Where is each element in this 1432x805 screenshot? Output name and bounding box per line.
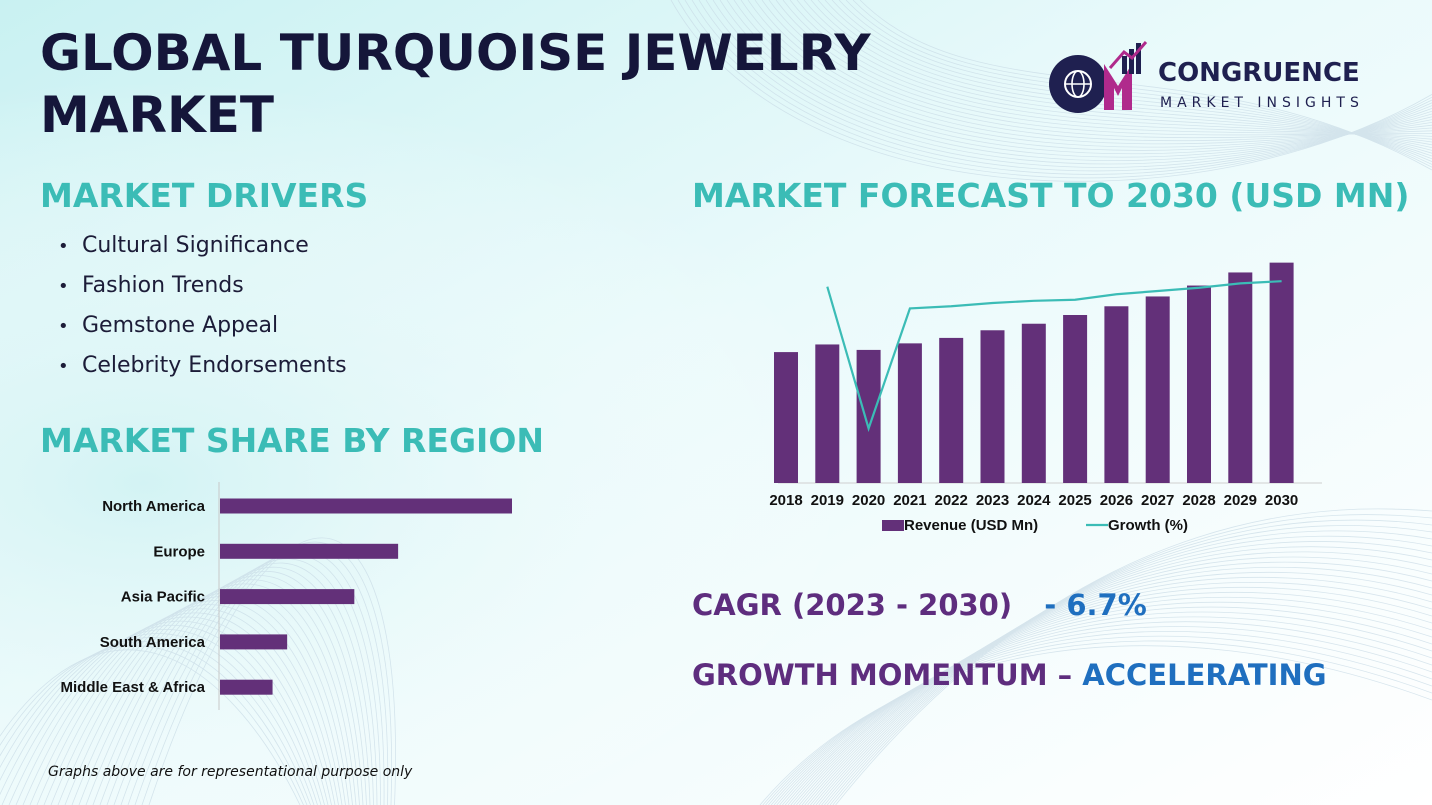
bullet-icon: • xyxy=(58,356,69,377)
forecast-chart: 2018 2019 2020 2021 2022 2023 2024 2025 2026 2027… xyxy=(769,262,1322,534)
forecast-bar xyxy=(774,352,798,483)
forecast-year-label: 2025 xyxy=(1058,492,1091,509)
momentum-statement: GROWTH MOMENTUM – ACCELERATING xyxy=(692,658,1327,692)
forecast-year-label: 2019 xyxy=(811,492,844,509)
forecast-year-label: 2023 xyxy=(976,492,1009,509)
momentum-label: GROWTH MOMENTUM – xyxy=(692,658,1083,692)
company-logo: CONGRUENCE MARKET INSIGHTS xyxy=(1046,40,1406,118)
forecast-year-label: 2022 xyxy=(935,492,968,509)
logo-tagline: MARKET INSIGHTS xyxy=(1160,95,1364,111)
driver-item: • Cultural Significance xyxy=(58,228,347,268)
bullet-icon: • xyxy=(58,316,69,337)
page-title-line1: GLOBAL TURQUOISE JEWELRY xyxy=(40,24,871,82)
legend-revenue-swatch xyxy=(882,520,904,531)
driver-item: • Gemstone Appeal xyxy=(58,308,347,348)
legend-revenue-label: Revenue (USD Mn) xyxy=(904,517,1038,534)
forecast-bar xyxy=(1269,262,1294,483)
drivers-list: • Cultural Significance • Fashion Trends •… xyxy=(58,228,347,388)
region-label: Middle East & Africa xyxy=(61,679,206,696)
driver-label: Gemstone Appeal xyxy=(82,313,279,338)
cagr-value: - 6.7% xyxy=(1044,588,1147,622)
region-heading: MARKET SHARE BY REGION xyxy=(40,421,544,460)
driver-label: Cultural Significance xyxy=(82,233,309,258)
forecast-bar xyxy=(1187,285,1211,483)
driver-item: • Celebrity Endorsements xyxy=(58,348,347,388)
region-bar xyxy=(220,543,399,559)
growth-line xyxy=(826,280,1282,433)
forecast-year-label: 2026 xyxy=(1100,492,1133,509)
region-label: Europe xyxy=(153,543,205,560)
logo-wordmark: CONGRUENCE xyxy=(1158,58,1360,88)
forecast-bar xyxy=(856,349,881,483)
forecast-year-label: 2024 xyxy=(1017,492,1051,509)
region-share-chart: North America Europe Asia Pacific South Ame… xyxy=(61,482,512,710)
forecast-heading: MARKET FORECAST TO 2030 (USD MN) xyxy=(692,176,1410,215)
region-label: South America xyxy=(100,634,206,651)
forecast-year-label: 2029 xyxy=(1224,492,1257,509)
logo-mark xyxy=(1049,41,1148,113)
region-label: North America xyxy=(102,498,205,515)
forecast-bar xyxy=(1021,323,1046,483)
bullet-icon: • xyxy=(58,236,69,257)
forecast-bar xyxy=(1104,306,1129,483)
forecast-year-label: 2027 xyxy=(1141,492,1174,509)
forecast-year-label: 2028 xyxy=(1182,492,1215,509)
forecast-year-label: 2020 xyxy=(852,492,885,509)
forecast-bar xyxy=(1228,272,1253,483)
forecast-bar xyxy=(897,343,922,483)
drivers-heading: MARKET DRIVERS xyxy=(40,176,369,215)
cagr-statement: CAGR (2023 - 2030) - 6.7% xyxy=(692,588,1147,622)
region-bar xyxy=(220,589,355,605)
forecast-year-label: 2021 xyxy=(893,492,926,509)
forecast-year-label: 2018 xyxy=(769,492,802,509)
forecast-bar xyxy=(1145,296,1170,483)
page-title: GLOBAL TURQUOISE JEWELRY MARKET xyxy=(40,22,920,146)
forecast-bar xyxy=(939,337,964,483)
bullet-icon: • xyxy=(58,276,69,297)
momentum-value: ACCELERATING xyxy=(1082,658,1327,692)
legend-growth-label: Growth (%) xyxy=(1108,517,1188,534)
cagr-label: CAGR (2023 - 2030) xyxy=(692,588,1013,622)
driver-label: Celebrity Endorsements xyxy=(82,353,347,378)
driver-item: • Fashion Trends xyxy=(58,268,347,308)
region-bar xyxy=(220,679,273,695)
forecast-bar xyxy=(1063,315,1088,483)
forecast-year-label: 2030 xyxy=(1265,492,1298,509)
forecast-bar xyxy=(815,344,840,483)
region-bar xyxy=(220,498,512,514)
region-bar xyxy=(220,634,288,650)
page-title-line2: MARKET xyxy=(40,86,274,144)
forecast-bar xyxy=(980,330,1005,483)
footnote: Graphs above are for representational pu… xyxy=(48,764,413,780)
driver-label: Fashion Trends xyxy=(82,273,244,298)
region-label: Asia Pacific xyxy=(121,589,205,606)
